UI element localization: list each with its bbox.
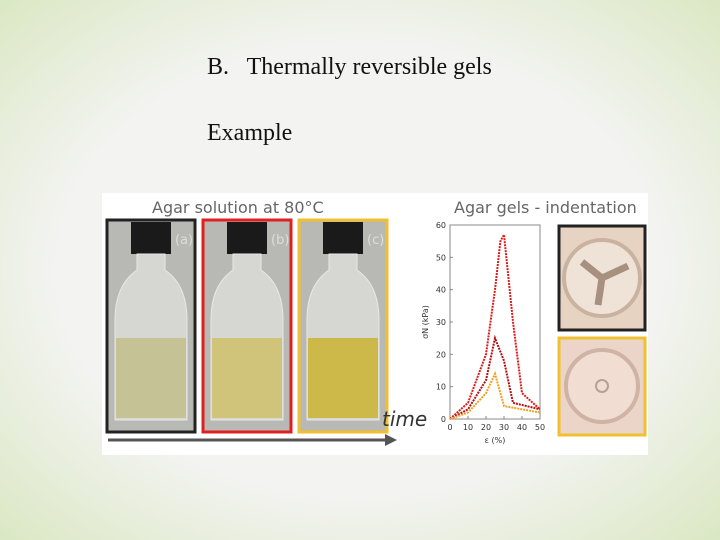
- indent-mark: [595, 379, 609, 393]
- cap: [323, 222, 363, 254]
- y-tick-label: 50: [436, 253, 446, 262]
- panel-label: (c): [367, 233, 384, 248]
- indenter: [579, 259, 630, 306]
- y-tick-label: 30: [436, 318, 446, 327]
- x-tick-label: 40: [517, 423, 527, 432]
- y-axis-label: σN (kPa): [421, 305, 430, 339]
- liquid: [116, 338, 186, 418]
- x-tick-label: 30: [499, 423, 509, 432]
- bottles: (a) (b) (c): [105, 218, 389, 434]
- right-title: Agar gels - indentation: [454, 198, 637, 217]
- panel-label: (a): [175, 233, 193, 248]
- subheading: Example: [207, 120, 292, 146]
- x-tick-label: 0: [447, 423, 452, 432]
- y-tick-label: 10: [436, 383, 446, 392]
- y-tick-label: 20: [436, 350, 446, 359]
- liquid: [308, 338, 378, 418]
- x-axis-label: ε (%): [485, 436, 506, 445]
- x-tick-label: 50: [535, 423, 545, 432]
- plot: 0 10 20 30 40 50 60 0 10 20 30 40 50 ε (%) σN (kPa): [421, 221, 545, 445]
- y-tick-label: 60: [436, 221, 446, 230]
- y-tick-label: 40: [436, 286, 446, 295]
- figure: Agar solution at 80°C Agar gels - indent…: [102, 193, 648, 455]
- curve: [449, 231, 541, 420]
- arrow-head: [385, 434, 397, 446]
- panel-label: (b): [271, 233, 289, 248]
- cap: [227, 222, 267, 254]
- left-title: Agar solution at 80°C: [152, 198, 324, 217]
- liquid: [212, 338, 282, 418]
- curve: [449, 370, 541, 420]
- curve: [449, 334, 541, 420]
- x-tick-label: 20: [481, 423, 491, 432]
- heading: B. Thermally reversible gels: [207, 54, 492, 80]
- arrow-label: time: [382, 407, 427, 431]
- cap: [131, 222, 171, 254]
- gel-disk: [564, 348, 640, 424]
- y-tick-label: 0: [441, 415, 446, 424]
- x-tick-label: 10: [463, 423, 473, 432]
